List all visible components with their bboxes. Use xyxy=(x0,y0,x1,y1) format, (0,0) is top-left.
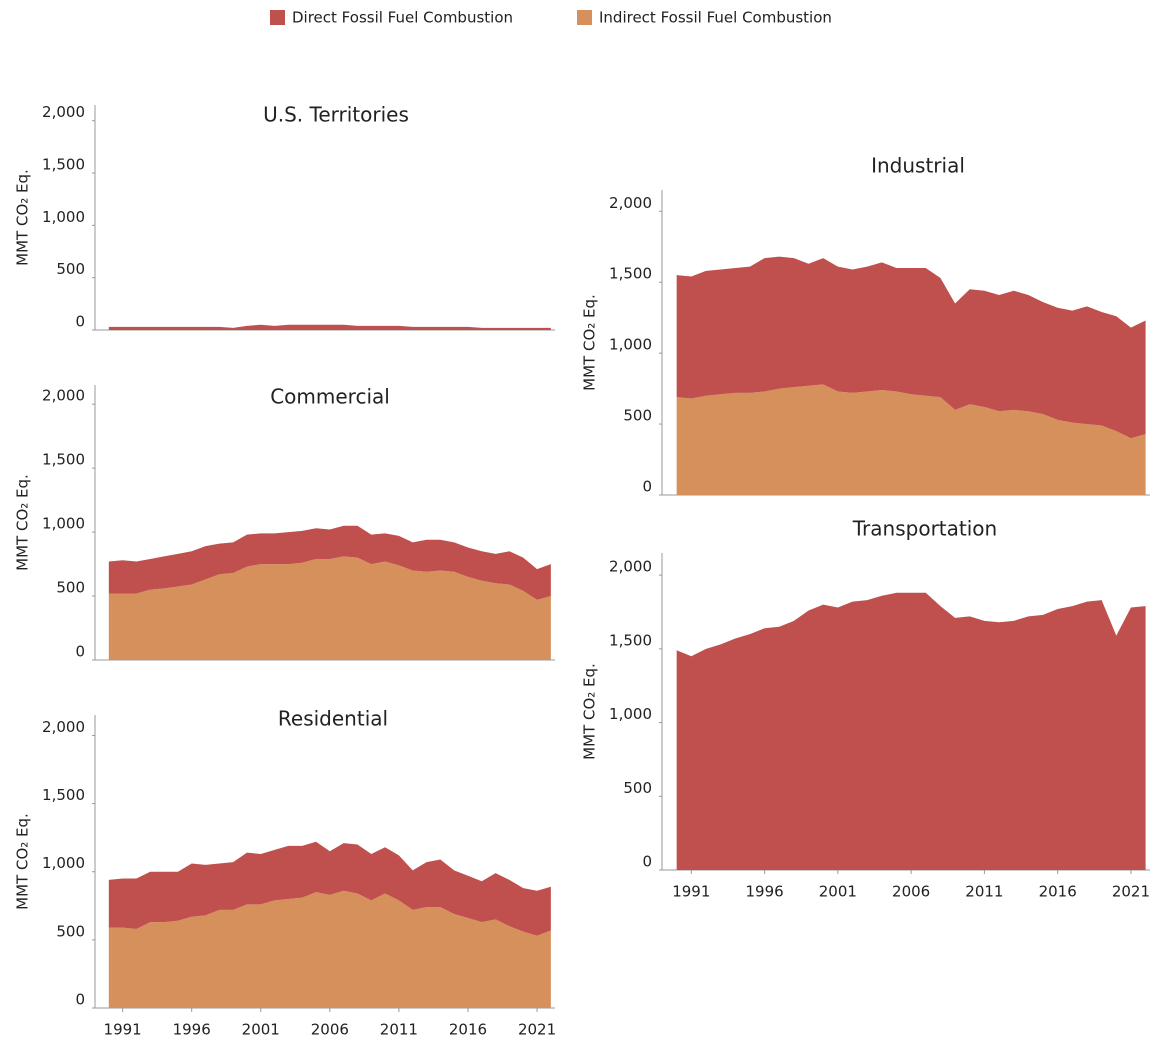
y-tick-label: 2,000 xyxy=(42,718,85,736)
x-tick-label: 2016 xyxy=(1039,883,1077,901)
y-tick-label: 500 xyxy=(56,579,85,597)
area xyxy=(108,890,551,1008)
y-tick-label: 2,000 xyxy=(42,387,85,405)
y-tick-label: 2,000 xyxy=(609,558,652,576)
chart-title: Industrial xyxy=(871,154,965,178)
y-tick-label: 500 xyxy=(623,779,652,797)
x-tick-label: 2016 xyxy=(449,1021,487,1038)
area xyxy=(676,592,1146,870)
area xyxy=(676,256,1146,439)
y-tick-label: 0 xyxy=(75,991,85,1009)
area xyxy=(108,841,551,936)
y-tick-label: 1,000 xyxy=(42,208,85,226)
x-tick-label: 2011 xyxy=(380,1021,418,1038)
chart-title: Transportation xyxy=(852,517,997,541)
y-tick-label: 0 xyxy=(642,853,652,871)
x-tick-label: 2021 xyxy=(518,1021,556,1038)
x-tick-label: 2006 xyxy=(311,1021,349,1038)
area xyxy=(108,525,551,600)
y-axis-title: MMT CO₂ Eq. xyxy=(581,663,599,760)
y-axis-title: MMT CO₂ Eq. xyxy=(14,169,32,266)
area xyxy=(108,324,551,330)
legend-swatch xyxy=(577,10,592,25)
y-tick-label: 0 xyxy=(75,643,85,661)
y-tick-label: 1,000 xyxy=(609,705,652,723)
y-tick-label: 500 xyxy=(623,407,652,425)
y-tick-label: 500 xyxy=(56,922,85,940)
x-tick-label: 1991 xyxy=(672,883,710,901)
y-tick-label: 1,500 xyxy=(609,265,652,283)
x-tick-label: 2006 xyxy=(892,883,930,901)
y-axis-title: MMT CO₂ Eq. xyxy=(14,474,32,571)
x-tick-label: 1991 xyxy=(104,1021,142,1038)
area xyxy=(676,384,1146,495)
x-tick-label: 2001 xyxy=(819,883,857,901)
y-tick-label: 2,000 xyxy=(609,194,652,212)
y-tick-label: 0 xyxy=(75,313,85,331)
area xyxy=(108,556,551,660)
chart-title: Residential xyxy=(278,707,388,731)
x-tick-label: 2001 xyxy=(242,1021,280,1038)
x-tick-label: 1996 xyxy=(745,883,783,901)
legend-swatch xyxy=(270,10,285,25)
y-tick-label: 1,000 xyxy=(609,336,652,354)
y-axis-title: MMT CO₂ Eq. xyxy=(581,294,599,391)
legend-label: Direct Fossil Fuel Combustion xyxy=(292,9,513,27)
legend-label: Indirect Fossil Fuel Combustion xyxy=(599,9,832,27)
y-tick-label: 0 xyxy=(642,478,652,496)
x-tick-label: 2011 xyxy=(965,883,1003,901)
y-axis-title: MMT CO₂ Eq. xyxy=(14,813,32,910)
legend: Direct Fossil Fuel Combustion Indirect F… xyxy=(270,9,832,27)
x-tick-label: 2021 xyxy=(1112,883,1150,901)
chart-title: U.S. Territories xyxy=(263,103,409,127)
y-tick-label: 1,500 xyxy=(42,786,85,804)
y-tick-label: 2,000 xyxy=(42,103,85,121)
y-tick-label: 1,000 xyxy=(42,854,85,872)
y-tick-label: 1,500 xyxy=(609,631,652,649)
y-tick-label: 500 xyxy=(56,260,85,278)
chart-title: Commercial xyxy=(270,385,390,409)
y-tick-label: 1,000 xyxy=(42,515,85,533)
x-tick-label: 1996 xyxy=(173,1021,211,1038)
y-tick-label: 1,500 xyxy=(42,451,85,469)
y-tick-label: 1,500 xyxy=(42,156,85,174)
